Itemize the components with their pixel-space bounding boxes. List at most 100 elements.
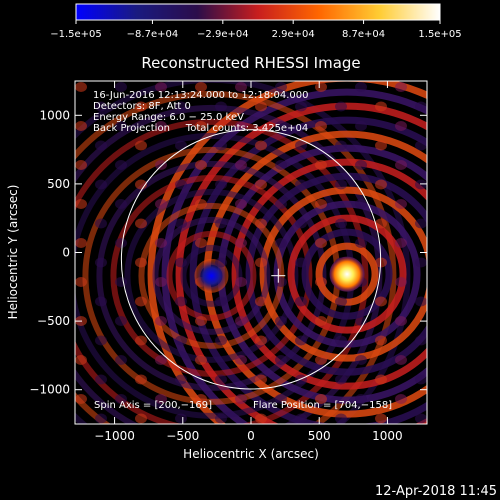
pattern-cell: [355, 199, 367, 209]
fringe-ring: [96, 160, 327, 391]
pattern-cell: [375, 413, 387, 424]
pattern-cell: [295, 335, 307, 346]
pattern-cell: [75, 277, 87, 287]
pattern-cell: [255, 413, 267, 424]
plot-area: −1000 −500 0 500 1000 1000 500 0 −500 −1000: [29, 80, 428, 443]
pattern-cell: [295, 179, 307, 190]
y-tick-label: −500: [37, 314, 70, 328]
pattern-cell: [315, 199, 327, 209]
pattern-cell: [155, 355, 167, 365]
pattern-cell: [335, 296, 347, 307]
fringe-ring: [259, 186, 427, 362]
pattern-cell: [195, 394, 207, 404]
pattern-cell: [235, 355, 247, 365]
info-line-energy: Energy Range: 6.0 − 25.0 keV: [93, 112, 244, 123]
pattern-cell: [235, 199, 247, 209]
pattern-cell: [415, 101, 427, 112]
pattern-cell: [215, 140, 227, 151]
pattern-cell: [175, 335, 187, 346]
pattern-cell: [155, 394, 167, 404]
pattern-cell: [315, 316, 327, 326]
colorbar: −1.5e+05 −8.7e+04 −2.9e+04 2.9e+04 8.7e+04 1.…: [50, 3, 462, 40]
pattern-cell: [95, 179, 107, 190]
pattern-cell: [235, 277, 247, 287]
pattern-cell: [415, 179, 427, 190]
pattern-cell: [375, 335, 387, 346]
pattern-cell: [75, 238, 87, 248]
pattern-cell: [375, 179, 387, 190]
pattern-cell: [375, 296, 387, 307]
pattern-cell: [155, 316, 167, 326]
pattern-cell: [135, 257, 147, 268]
colorbar-tick-label: 2.9e+04: [272, 29, 315, 40]
pattern-cell: [375, 218, 387, 229]
pattern-cell: [415, 374, 427, 385]
pattern-cell: [355, 121, 367, 131]
pattern-cell: [295, 296, 307, 307]
pattern-cell: [335, 218, 347, 229]
pattern-cell: [255, 179, 267, 190]
pattern-cell: [115, 199, 127, 209]
pattern-cell: [255, 296, 267, 307]
pattern-cell: [195, 82, 207, 92]
pattern-cell: [195, 316, 207, 326]
x-axis-label: Heliocentric X (arcsec): [183, 447, 319, 461]
pattern-cell: [415, 413, 427, 424]
pattern-cell: [335, 101, 347, 112]
pattern-cell: [415, 335, 427, 346]
y-tick-label: 1000: [39, 108, 70, 122]
pattern-cell: [255, 335, 267, 346]
positive-source: [329, 256, 366, 293]
spin-axis-marker: [271, 268, 286, 283]
pattern-cell: [115, 277, 127, 287]
colorbar-tick-label: −2.9e+04: [197, 29, 249, 40]
pattern-cell: [335, 335, 347, 346]
pattern-cell: [235, 121, 247, 131]
fringe-ring: [180, 244, 243, 307]
pattern-cell: [395, 277, 407, 287]
pattern-cell: [195, 199, 207, 209]
pattern-cell: [355, 355, 367, 365]
chart-title: Reconstructed RHESSI Image: [141, 54, 360, 72]
pattern-cell: [395, 394, 407, 404]
pattern-cell: [335, 140, 347, 151]
pattern-cell: [315, 238, 327, 248]
pattern-cell: [315, 160, 327, 170]
pattern-cell: [135, 296, 147, 307]
pattern-cell: [335, 179, 347, 190]
pattern-cell: [155, 121, 167, 131]
pattern-cell: [295, 257, 307, 268]
pattern-cell: [275, 355, 287, 365]
pattern-cell: [95, 296, 107, 307]
pattern-cell: [315, 121, 327, 131]
pattern-cell: [375, 140, 387, 151]
pattern-cell: [395, 160, 407, 170]
x-tick-label: 500: [308, 429, 331, 443]
pattern-cell: [95, 413, 107, 424]
pattern-cell: [235, 238, 247, 248]
pattern-cell: [95, 257, 107, 268]
solar-limb-circle: [120, 129, 382, 390]
pattern-cell: [75, 199, 87, 209]
info-line-detectors: Detectors: 8F, Att 0: [93, 101, 191, 112]
pattern-cell: [275, 199, 287, 209]
info-text-block: 16-Jun-2016 12:13:24.000 to 12:18:04.000…: [93, 90, 309, 134]
pattern-cell: [395, 238, 407, 248]
pattern-cell: [75, 82, 87, 92]
pattern-cell: [275, 160, 287, 170]
fringe-ring: [189, 116, 427, 424]
pattern-cell: [155, 82, 167, 92]
pattern-cell: [295, 413, 307, 424]
pattern-cell: [335, 374, 347, 385]
pattern-cell: [175, 257, 187, 268]
fringe-ring: [315, 242, 379, 306]
pattern-cell: [255, 101, 267, 112]
pattern-cell: [395, 121, 407, 131]
pattern-cell: [315, 277, 327, 287]
axis-ticks: −1000 −500 0 500 1000 1000 500 0 −500 −1000: [29, 81, 427, 443]
pattern-cell: [155, 160, 167, 170]
pattern-cell: [115, 355, 127, 365]
pattern-cell: [175, 101, 187, 112]
pattern-cell: [135, 374, 147, 385]
